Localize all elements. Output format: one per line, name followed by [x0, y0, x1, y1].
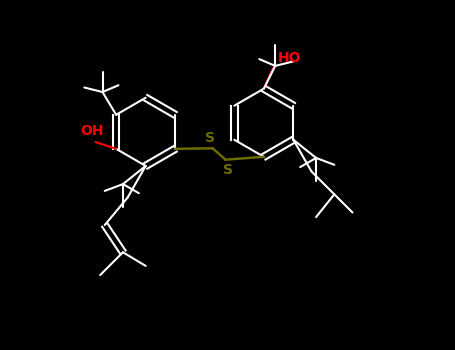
Text: S: S [222, 163, 233, 177]
Text: OH: OH [81, 124, 104, 138]
Text: S: S [206, 131, 216, 145]
Text: HO: HO [278, 50, 301, 64]
